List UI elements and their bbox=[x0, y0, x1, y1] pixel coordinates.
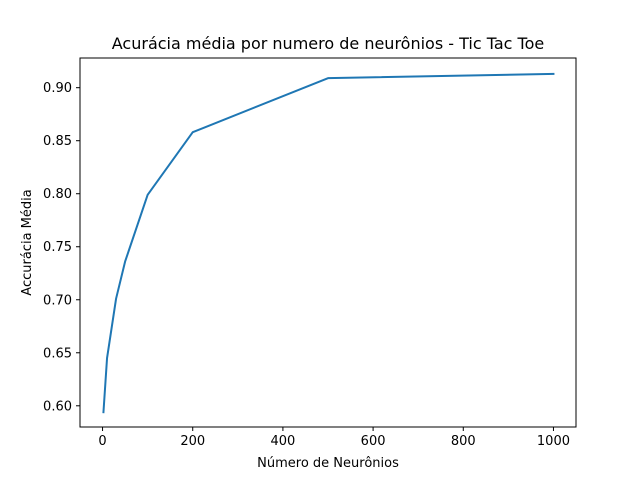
x-axis-label: Número de Neurônios bbox=[257, 456, 399, 471]
y-tick-label: 0.90 bbox=[43, 81, 72, 96]
y-tick-label: 0.80 bbox=[43, 187, 72, 202]
y-tick-label: 0.75 bbox=[43, 240, 72, 255]
series-line bbox=[102, 72, 555, 414]
y-tick-label: 0.85 bbox=[43, 134, 72, 149]
x-tick-label: 400 bbox=[270, 434, 295, 449]
y-tick-label: 0.65 bbox=[43, 346, 72, 361]
y-tick-label: 0.60 bbox=[43, 399, 72, 414]
x-tick-label: 600 bbox=[361, 434, 386, 449]
chart-title: Acurácia média por numero de neurônios -… bbox=[112, 34, 544, 53]
ticks-layer: 0 200 400 600 800 1000 0.60 0.65 0.70 0.75 0.80 0.8… bbox=[43, 81, 570, 449]
x-tick-label: 800 bbox=[451, 434, 476, 449]
plot-frame bbox=[79, 57, 577, 428]
y-axis-label: Accurácia Média bbox=[20, 189, 35, 295]
x-tick-label: 0 bbox=[98, 434, 106, 449]
y-tick-label: 0.70 bbox=[43, 293, 72, 308]
x-tick-label: 200 bbox=[180, 434, 205, 449]
x-tick-label: 1000 bbox=[537, 434, 570, 449]
series-layer bbox=[102, 72, 555, 414]
